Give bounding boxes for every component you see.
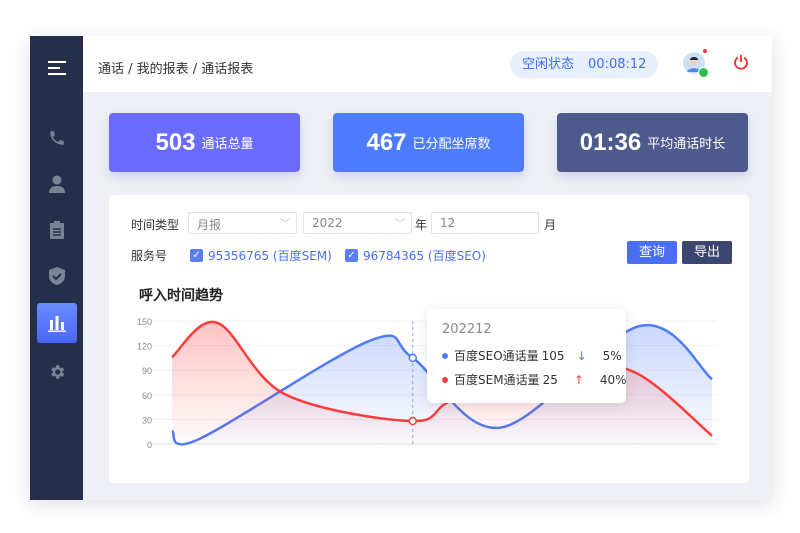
menu-icon[interactable] [37, 48, 77, 88]
series-line [171, 320, 713, 437]
sidebar [30, 36, 83, 500]
top-bar: 通话 / 我的报表 / 通话报表 空闲状态 00:08:12 [83, 36, 772, 92]
status-timer: 00:08:12 [588, 57, 647, 72]
service-name: 96784365 (百度SEO) [363, 249, 486, 263]
avatar[interactable] [683, 49, 709, 78]
service-checkbox-seo[interactable]: ✓ 96784365 (百度SEO) [345, 247, 486, 264]
stat-value: 467 [366, 128, 407, 156]
sidebar-item-shield[interactable] [37, 256, 77, 296]
gear-icon [51, 365, 65, 379]
sidebar-item-user[interactable] [37, 164, 77, 204]
bar-chart-icon [48, 316, 66, 332]
user-icon [49, 175, 65, 193]
agent-status-badge[interactable]: 空闲状态 00:08:12 [510, 51, 659, 78]
change-percent: 5% [602, 348, 622, 363]
query-button[interactable]: 查询 [627, 241, 677, 264]
export-button[interactable]: 导出 [682, 241, 732, 264]
power-icon[interactable] [733, 54, 749, 74]
time-type-value: 月报 [197, 218, 222, 232]
service-label: 服务号 [131, 249, 168, 263]
series-name: 百度SEO通话量 [454, 349, 539, 363]
stat-card-avg-duration: 01:36 平均通话时长 [557, 113, 748, 172]
series-value: 25 [542, 372, 558, 387]
legend-dot [442, 352, 448, 359]
hover-point [408, 416, 417, 426]
stat-label: 平均通话时长 [647, 137, 726, 152]
service-checkbox-sem[interactable]: ✓ 95356765 (百度SEM) [190, 247, 332, 264]
sidebar-item-reports[interactable] [37, 303, 77, 343]
year-select[interactable]: 2022 ﹀ [303, 212, 412, 234]
check-icon: ✓ [190, 249, 203, 262]
y-tick-label: 0 [147, 440, 152, 450]
stat-label: 通话总量 [201, 137, 254, 152]
stat-value: 01:36 [579, 128, 642, 156]
stat-card-total-calls: 503 通话总量 [109, 113, 300, 172]
change-percent: 40% [599, 372, 627, 387]
arrow-down-icon: ↓ [576, 348, 587, 363]
sidebar-item-settings[interactable] [37, 352, 77, 392]
month-input[interactable]: 12 [431, 212, 539, 234]
year-value: 2022 [312, 216, 343, 230]
service-name: 95356765 (百度SEM) [208, 249, 332, 263]
y-tick-label: 150 [137, 317, 152, 327]
y-tick-label: 120 [137, 342, 152, 352]
legend-dot [442, 376, 448, 383]
status-label: 空闲状态 [522, 57, 575, 72]
shield-icon [49, 267, 65, 285]
sidebar-item-clipboard[interactable] [37, 210, 77, 250]
chart-title: 呼入时间趋势 [139, 288, 223, 304]
year-suffix: 年 [415, 218, 428, 232]
series-name: 百度SEM通话量 [454, 373, 540, 387]
tooltip-title: 202212 [442, 322, 492, 337]
y-tick-label: 60 [142, 391, 152, 401]
time-type-label: 时间类型 [131, 218, 180, 232]
check-icon: ✓ [345, 249, 358, 262]
y-tick-label: 30 [142, 415, 152, 425]
tooltip-row-sem: 百度SEM通话量 25 ↑ 40% [442, 371, 627, 388]
chevron-down-icon: ﹀ [395, 219, 405, 230]
y-tick-label: 90 [142, 366, 152, 376]
hover-point [408, 353, 417, 363]
month-value: 12 [440, 216, 456, 230]
breadcrumb: 通话 / 我的报表 / 通话报表 [98, 62, 254, 77]
time-type-select[interactable]: 月报 ﹀ [188, 212, 297, 234]
month-suffix: 月 [544, 218, 557, 232]
report-panel: 时间类型 月报 ﹀ 2022 ﹀ 年 12 月 服务号 ✓ 95356765 (百度S… [109, 195, 749, 483]
series-value: 105 [541, 348, 565, 363]
sidebar-item-phone[interactable] [37, 118, 77, 158]
clipboard-icon [50, 221, 64, 239]
app-window: 通话 / 我的报表 / 通话报表 空闲状态 00:08:12 503 通话总量 46… [30, 36, 772, 500]
chart-tooltip: 202212 百度SEO通话量 105 ↓ 5% 百度SEM通话量 25 ↑ 40% [427, 309, 627, 403]
chevron-down-icon: ﹀ [280, 219, 290, 230]
stat-card-seats: 467 已分配坐席数 [333, 113, 524, 172]
phone-icon [50, 131, 64, 145]
notification-dot [703, 49, 707, 53]
arrow-up-icon: ↑ [573, 372, 584, 387]
online-check-icon [698, 67, 709, 78]
tooltip-row-seo: 百度SEO通话量 105 ↓ 5% [442, 347, 622, 364]
stat-value: 503 [155, 128, 196, 156]
stat-label: 已分配坐席数 [412, 137, 491, 152]
series-area [172, 321, 712, 444]
